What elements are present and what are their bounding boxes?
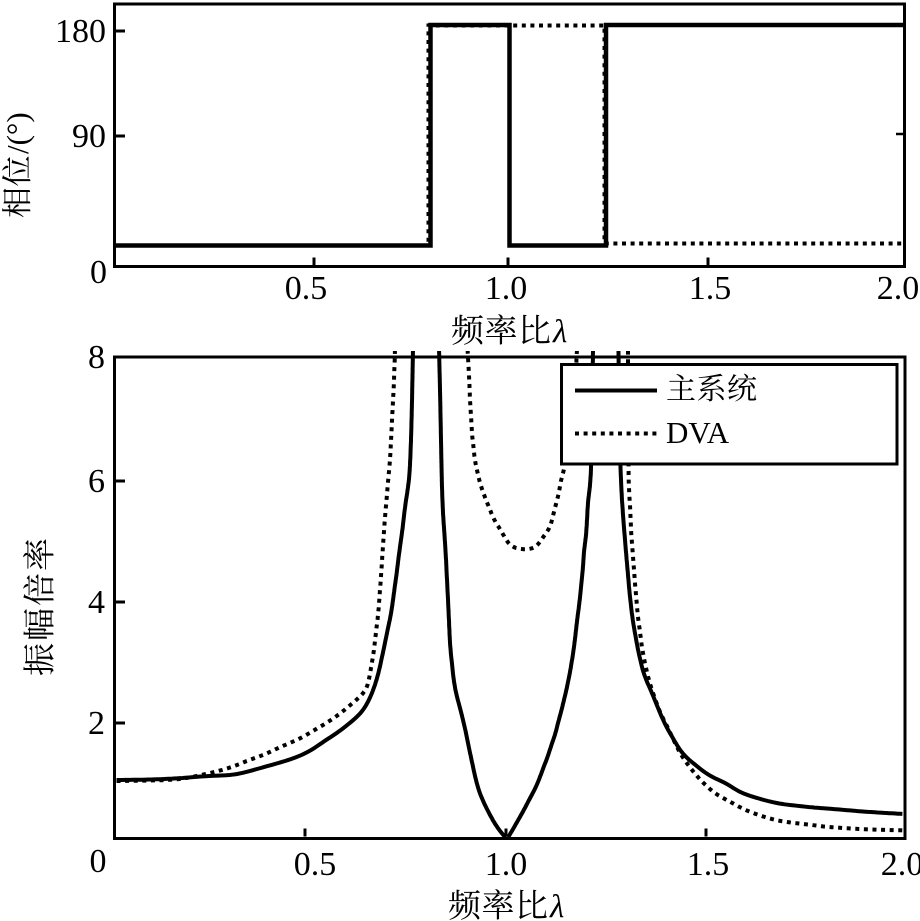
svg-text:8: 8 xyxy=(88,339,105,376)
svg-text:0: 0 xyxy=(90,843,107,880)
svg-text:0: 0 xyxy=(90,254,107,291)
svg-text:0.5: 0.5 xyxy=(294,846,337,883)
svg-text:90: 90 xyxy=(72,118,106,155)
svg-text:180: 180 xyxy=(55,13,106,50)
svg-text:6: 6 xyxy=(88,463,105,500)
svg-text:2.0: 2.0 xyxy=(881,846,920,883)
svg-text:2.0: 2.0 xyxy=(877,270,920,307)
svg-text:/(°): /(°) xyxy=(0,112,35,154)
svg-text:1.0: 1.0 xyxy=(485,846,528,883)
svg-text:2: 2 xyxy=(88,705,105,742)
svg-text:4: 4 xyxy=(88,584,105,621)
svg-text:λ: λ xyxy=(552,314,567,350)
svg-text:0.5: 0.5 xyxy=(285,270,328,307)
svg-text:λ: λ xyxy=(549,889,564,921)
svg-text:DVA: DVA xyxy=(666,415,730,450)
svg-text:1.0: 1.0 xyxy=(485,270,528,307)
svg-text:1.5: 1.5 xyxy=(687,846,730,883)
svg-text:1.5: 1.5 xyxy=(689,270,732,307)
